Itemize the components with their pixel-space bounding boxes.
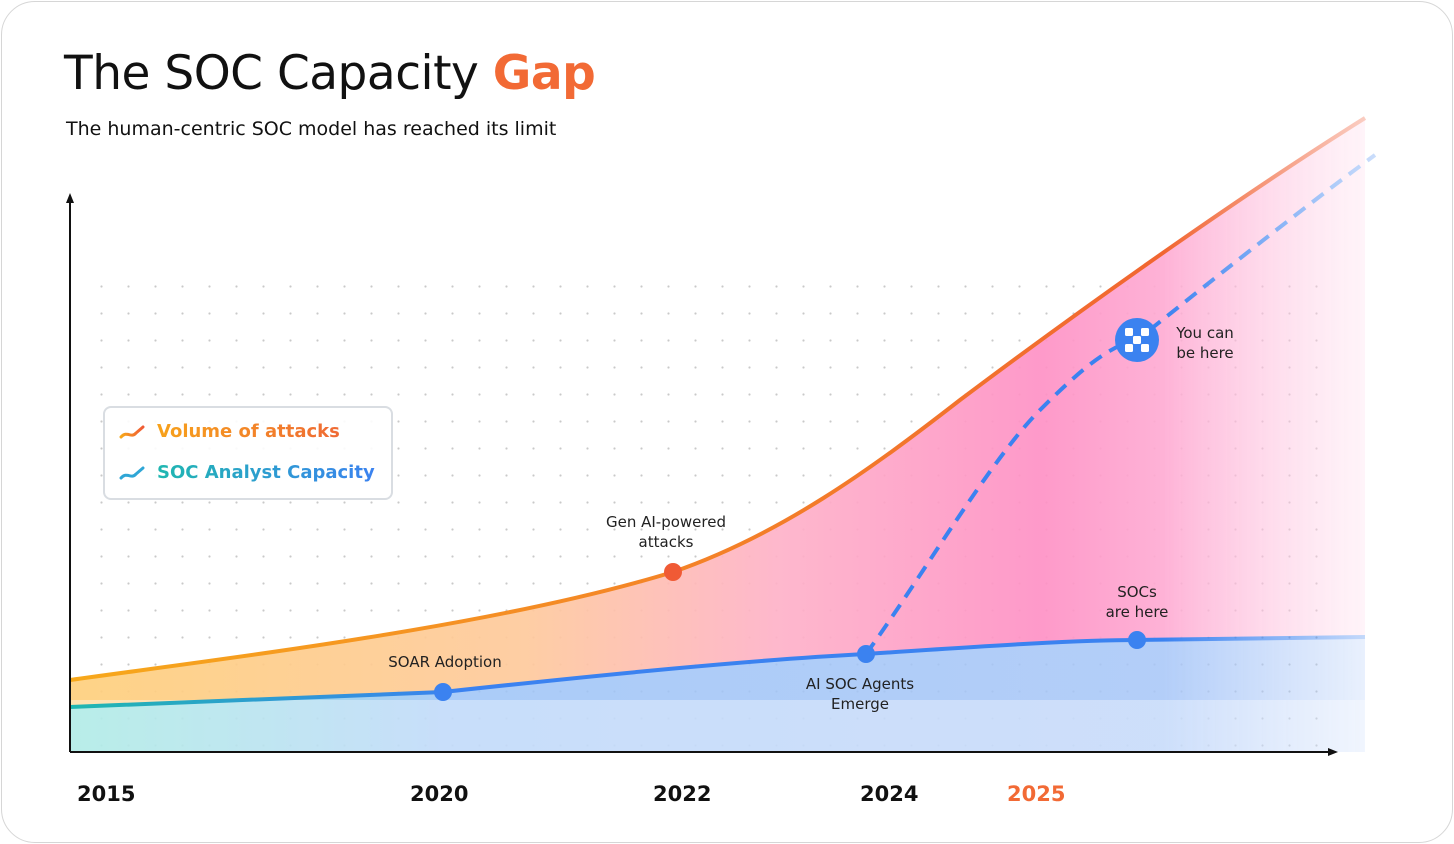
annotation-soar-adoption: SOAR Adoption [388,653,502,671]
annotation-socs-are-here: SOCs are here [1105,583,1169,621]
brand-logo-icon [1115,318,1159,362]
page-title: The SOC Capacity Gap [64,46,596,101]
x-tick-label: 2020 [410,782,469,806]
capacity-area-fade [70,700,1370,752]
marker-gen-ai-attacks [664,563,682,581]
marker-ai-soc-agents [857,645,875,663]
annotation-you-can-be-here: You can be here [1176,324,1234,362]
y-axis-arrow-icon [66,193,74,203]
marker-socs-are-here [1128,631,1146,649]
x-tick-label-highlighted: 2025 [1007,782,1066,806]
orange-trend-line-icon [119,425,145,438]
capacity-area [70,637,1365,752]
x-tick-label: 2015 [77,782,136,806]
x-tick-label: 2024 [860,782,919,806]
legend-item-soc-analyst-capacity: SOC Analyst Capacity [119,462,375,483]
annotation-gen-ai-attacks: Gen AI-powered attacks [605,513,726,551]
page-subtitle: The human-centric SOC model has reached … [66,118,557,140]
title-accent: Gap [492,46,596,101]
marker-soar-adoption [434,683,452,701]
blue-trend-line-icon [119,466,145,479]
projection-dashed-line [864,153,1377,656]
legend: Volume of attacks SOC Analyst Capacity [103,406,393,500]
series-line-volume-of-attacks [69,116,1367,682]
x-axis-arrow-icon [1328,748,1338,756]
annotation-ai-soc-agents: AI SOC Agents Emerge [805,675,915,713]
title-main: The SOC Capacity [64,46,479,101]
legend-item-volume-of-attacks: Volume of attacks [119,421,340,442]
x-tick-label: 2022 [653,782,712,806]
gap-area [70,118,1365,707]
series-line-soc-analyst-capacity [69,635,1366,709]
